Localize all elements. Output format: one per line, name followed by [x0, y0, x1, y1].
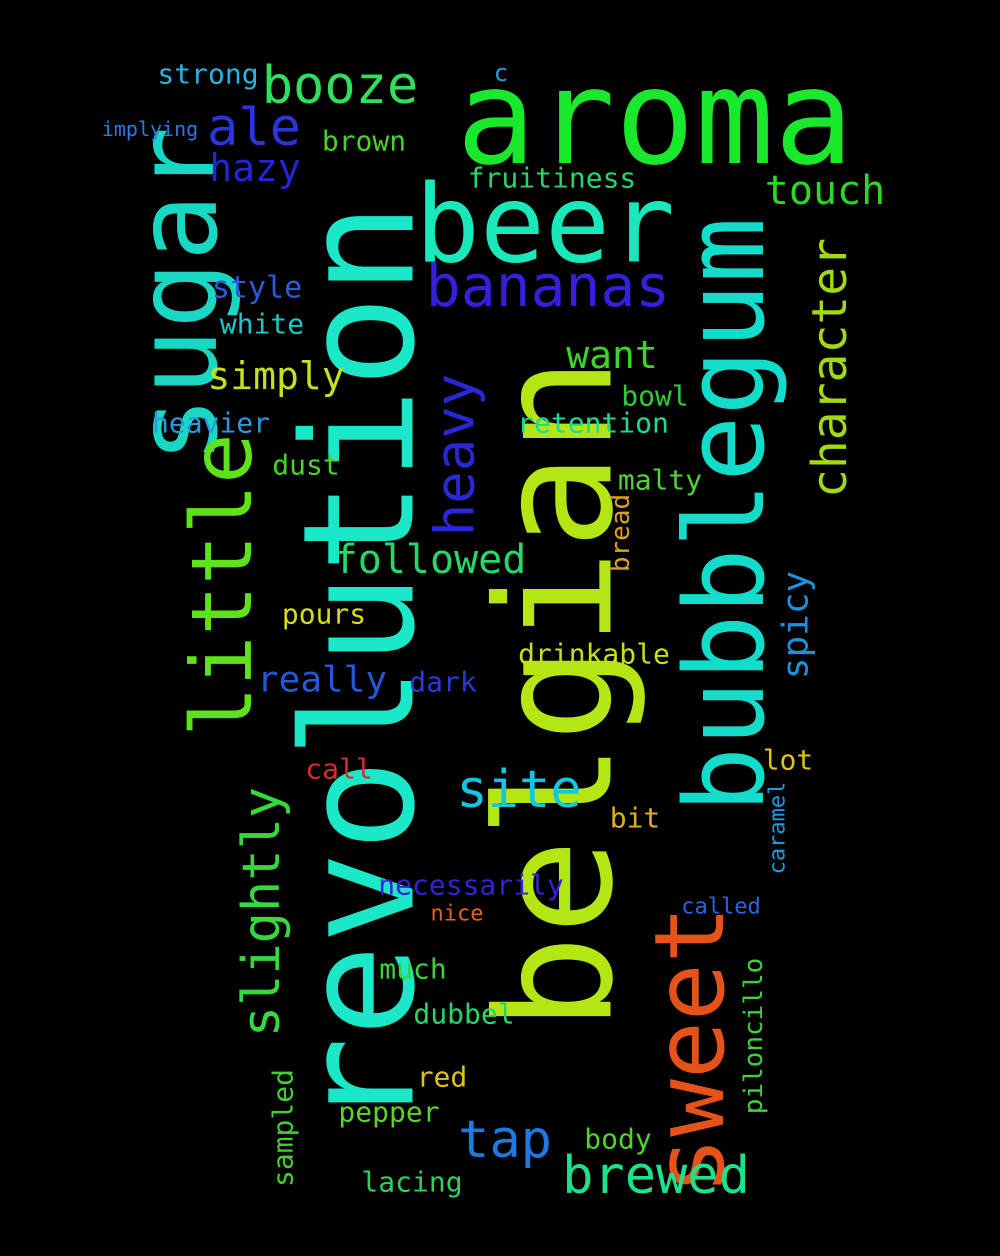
word-malty: malty: [618, 464, 702, 497]
word-site: site: [456, 760, 581, 820]
word-sampled: sampled: [267, 1069, 300, 1187]
word-implying: implying: [102, 117, 198, 141]
word-heavy: heavy: [424, 374, 487, 537]
word-strong: strong: [157, 58, 258, 91]
word-bread: bread: [606, 494, 636, 572]
word-brewed: brewed: [562, 1146, 750, 1206]
word-want: want: [566, 333, 658, 377]
word-retention: retention: [517, 407, 669, 440]
word-white: white: [220, 308, 304, 341]
word-dust: dust: [272, 449, 339, 482]
word-bit: bit: [610, 802, 661, 835]
word-spicy: spicy: [776, 571, 817, 679]
word-pours: pours: [282, 598, 366, 631]
word-lot: lot: [763, 744, 814, 777]
word-body: body: [584, 1123, 651, 1156]
word-piloncillo: piloncillo: [739, 958, 769, 1115]
word-booze: booze: [262, 56, 419, 116]
word-ale: ale: [207, 98, 301, 158]
word-followed: followed: [334, 537, 527, 583]
word-nice: nice: [431, 902, 484, 927]
word-dubbel: dubbel: [413, 998, 514, 1031]
word-touch: touch: [765, 168, 885, 214]
word-belgian: belgian: [462, 357, 649, 1031]
word-c: c: [494, 59, 508, 87]
word-lacing: lacing: [361, 1166, 462, 1199]
word-beer: beer: [415, 163, 675, 288]
word-red: red: [417, 1061, 468, 1094]
word-bowl: bowl: [621, 380, 688, 413]
word-really: really: [257, 660, 387, 701]
word-brown: brown: [322, 125, 406, 158]
word-character: character: [802, 238, 858, 498]
word-tap: tap: [458, 1110, 552, 1170]
word-sugar: sugar: [113, 126, 243, 463]
word-called: called: [681, 895, 760, 920]
word-simply: simply: [207, 354, 344, 398]
word-style: style: [212, 271, 302, 306]
word-necessarily: necessarily: [378, 869, 563, 902]
word-slightly: slightly: [232, 787, 292, 1037]
word-caramel: caramel: [766, 782, 791, 875]
word-little: little: [173, 433, 271, 736]
word-bananas: bananas: [426, 252, 670, 320]
word-bubblegum: bubblegum: [661, 217, 789, 813]
word-hazy: hazy: [209, 146, 301, 190]
word-call: call: [305, 753, 372, 786]
word-pepper: pepper: [338, 1096, 439, 1129]
word-dark: dark: [409, 666, 477, 699]
word-aroma: aroma: [456, 41, 853, 195]
word-much: much: [379, 953, 446, 986]
word-sweet: sweet: [634, 906, 746, 1195]
word-fruitiness: fruitiness: [468, 162, 637, 195]
word-drinkable: drinkable: [518, 638, 670, 671]
word-revolution: revolution: [271, 202, 450, 1129]
word-heavier: heavier: [152, 407, 270, 440]
